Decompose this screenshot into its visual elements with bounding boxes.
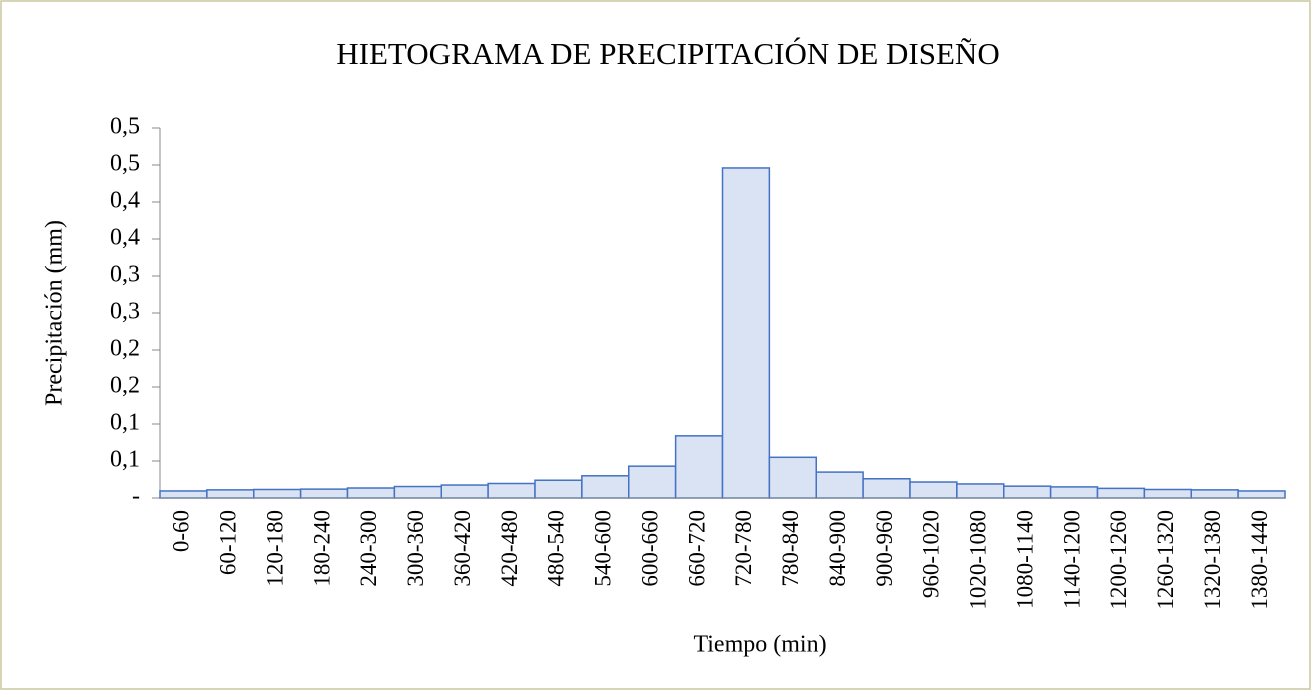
x-tick-label: 1380-1440 — [1247, 510, 1272, 610]
y-tick-label: 0,2 — [110, 336, 140, 362]
x-tick-label: 240-300 — [356, 510, 381, 587]
x-tick-label: 720-780 — [731, 510, 756, 587]
bar — [909, 481, 958, 499]
x-tick-label: 600-660 — [637, 510, 662, 587]
x-tick-label: 1260-1320 — [1153, 510, 1178, 610]
y-tick-label: 0,3 — [110, 299, 140, 325]
bar — [721, 167, 771, 499]
x-tick-label: 480-540 — [544, 510, 569, 587]
y-tick-label: 0,1 — [110, 410, 140, 436]
x-tick-label: 960-1020 — [919, 510, 944, 598]
x-tick-label: 60-120 — [216, 510, 241, 575]
bar — [768, 456, 817, 499]
x-tick-label: 1320-1380 — [1200, 510, 1225, 610]
bar — [628, 465, 677, 499]
x-tick-label: 180-240 — [309, 510, 334, 587]
y-tick-label: 0,1 — [110, 447, 140, 473]
x-tick-label: 1080-1140 — [1012, 510, 1037, 609]
chart-title: HIETOGRAMA DE PRECIPITACIÓN DE DISEÑO — [336, 36, 999, 71]
x-axis-title: Tiempo (min) — [693, 632, 826, 658]
x-tick-label: 1020-1080 — [966, 510, 991, 610]
bar — [1003, 485, 1052, 499]
bar — [393, 485, 442, 499]
bar — [581, 475, 630, 499]
y-tick-label: 0,2 — [110, 373, 140, 399]
x-tick-label: 300-360 — [403, 510, 428, 587]
y-tick-label: 0,5 — [110, 114, 140, 140]
x-tick-label: 780-840 — [778, 510, 803, 587]
bar — [1049, 486, 1099, 499]
bar — [956, 483, 1005, 499]
x-tick-label: 1200-1260 — [1106, 510, 1131, 610]
bar — [534, 479, 583, 499]
bar — [815, 471, 864, 499]
bar — [206, 489, 255, 499]
bar — [862, 478, 911, 499]
x-tick-label: 360-420 — [450, 510, 475, 587]
x-tick-label: 660-720 — [684, 510, 709, 587]
y-tick-label: 0,3 — [110, 262, 140, 288]
x-tick-label: 840-900 — [825, 510, 850, 587]
bar — [440, 484, 489, 499]
x-tick-label: 120-180 — [262, 510, 287, 587]
bar — [1096, 487, 1146, 499]
bar — [1237, 490, 1286, 499]
y-tick-label: 0,4 — [110, 188, 140, 214]
bar — [1190, 489, 1239, 499]
bar — [159, 490, 208, 499]
bar — [674, 435, 724, 499]
y-tick-label: - — [132, 484, 140, 510]
y-tick-label: 0,5 — [110, 151, 140, 177]
bar — [253, 488, 302, 499]
bar — [1143, 488, 1192, 499]
x-tick-label: 900-960 — [872, 510, 897, 587]
x-tick-label: 420-480 — [497, 510, 522, 587]
bar — [487, 482, 536, 499]
y-axis-title: Precipitación (mm) — [42, 220, 68, 406]
y-tick-label: 0,4 — [110, 225, 140, 251]
bar — [299, 488, 349, 499]
x-tick-label: 0-60 — [169, 510, 194, 552]
x-tick-label: 1140-1200 — [1059, 510, 1084, 609]
x-tick-label: 540-600 — [591, 510, 616, 587]
bar — [346, 487, 396, 499]
